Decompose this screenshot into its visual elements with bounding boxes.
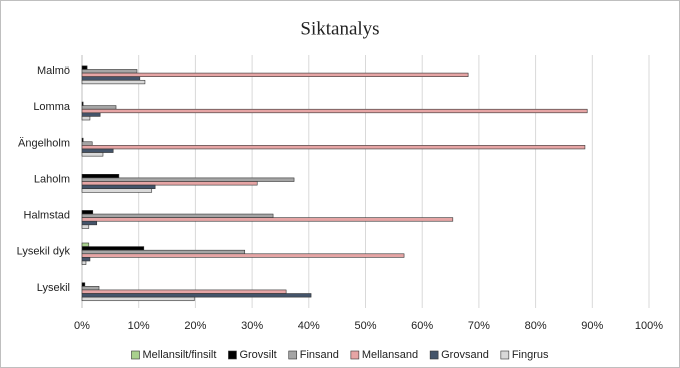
y-tick-label: Lysekil bbox=[37, 282, 70, 294]
bar bbox=[81, 181, 258, 186]
y-tick-label: Malmö bbox=[37, 65, 70, 77]
x-tick-label: 10% bbox=[128, 320, 150, 332]
bar bbox=[81, 220, 98, 226]
bar bbox=[81, 76, 141, 81]
legend-label: Grovsilt bbox=[239, 349, 276, 361]
bar bbox=[81, 69, 138, 74]
legend-label: Grovsand bbox=[441, 349, 489, 361]
x-tick-label: 100% bbox=[635, 320, 663, 332]
bar bbox=[81, 137, 84, 143]
bar bbox=[81, 249, 246, 255]
legend-marker bbox=[350, 350, 360, 360]
bar bbox=[81, 184, 156, 190]
x-tick-label: 60% bbox=[411, 320, 433, 332]
x-tick-label: 0% bbox=[74, 320, 90, 332]
bar bbox=[81, 72, 469, 77]
x-tick-label: 40% bbox=[298, 320, 320, 332]
bar bbox=[81, 242, 90, 247]
bar bbox=[81, 141, 93, 146]
bar bbox=[81, 224, 90, 229]
bar bbox=[81, 174, 120, 179]
bar bbox=[81, 105, 117, 110]
bar bbox=[81, 217, 454, 222]
y-tick-label: Ängelholm bbox=[18, 137, 70, 149]
bar bbox=[81, 257, 91, 262]
bar bbox=[81, 152, 104, 157]
bar bbox=[81, 116, 91, 121]
bar bbox=[81, 260, 87, 265]
bar bbox=[81, 188, 153, 193]
y-tick-label: Lomma bbox=[33, 101, 71, 113]
bar bbox=[81, 108, 588, 114]
legend-label: Finsand bbox=[300, 349, 339, 361]
y-tick-label: Halmstad bbox=[24, 210, 70, 222]
bar bbox=[81, 293, 312, 298]
bar bbox=[81, 246, 145, 251]
x-tick-label: 30% bbox=[241, 320, 263, 332]
bar bbox=[81, 112, 101, 117]
bar bbox=[81, 296, 195, 302]
bar bbox=[81, 286, 100, 291]
bar bbox=[81, 148, 114, 153]
bar bbox=[81, 65, 88, 70]
legend-label: Mellansilt/finsilt bbox=[142, 349, 216, 361]
bar bbox=[81, 79, 146, 85]
x-tick-label: 50% bbox=[354, 320, 376, 332]
bar bbox=[81, 145, 586, 150]
bar bbox=[81, 253, 405, 258]
bar bbox=[81, 101, 84, 106]
y-tick-label: Laholm bbox=[34, 173, 70, 185]
legend-label: Mellansand bbox=[362, 349, 418, 361]
bar bbox=[81, 210, 94, 215]
x-tick-label: 90% bbox=[581, 320, 603, 332]
legend-marker bbox=[500, 350, 510, 360]
x-tick-label: 20% bbox=[184, 320, 206, 332]
bar bbox=[81, 213, 274, 218]
legend-marker bbox=[228, 350, 237, 360]
x-tick-label: 80% bbox=[525, 320, 547, 332]
legend-label: Fingrus bbox=[512, 349, 549, 361]
legend-marker bbox=[131, 350, 140, 360]
bar bbox=[81, 177, 295, 182]
y-tick-label: Lysekil dyk bbox=[17, 246, 71, 258]
legend-marker bbox=[288, 350, 298, 360]
bar bbox=[81, 282, 86, 287]
bar bbox=[81, 289, 287, 294]
legend-marker bbox=[429, 350, 439, 360]
chart-title: Siktanalys bbox=[300, 18, 379, 39]
x-tick-label: 70% bbox=[468, 320, 490, 332]
